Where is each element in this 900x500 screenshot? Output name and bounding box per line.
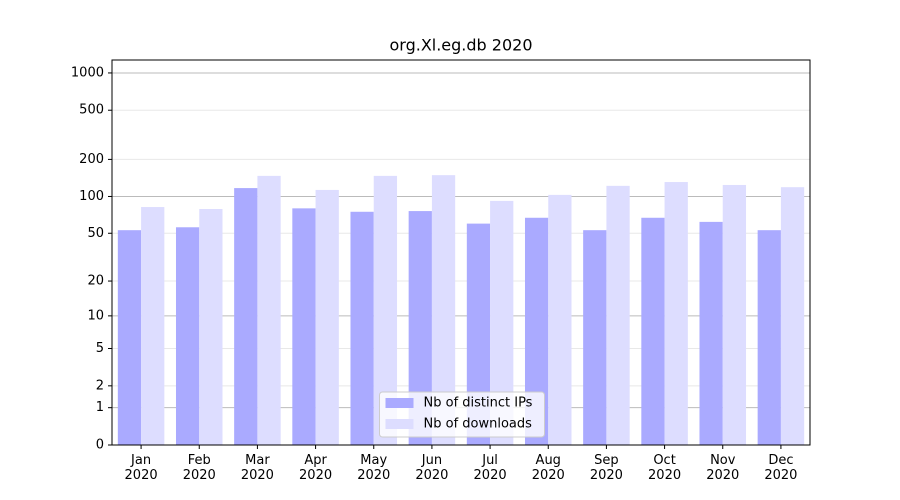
bar	[234, 188, 258, 445]
bar	[292, 208, 316, 445]
legend-label: Nb of distinct IPs	[424, 396, 533, 411]
y-tick-label: 200	[79, 152, 104, 167]
bar	[757, 230, 781, 445]
y-tick-label: 10	[87, 308, 104, 323]
x-tick-label: Sep 2020	[589, 453, 623, 483]
x-tick-label: Mar 2020	[240, 453, 274, 483]
bar	[408, 211, 432, 445]
bar	[780, 187, 805, 445]
bar	[606, 185, 630, 446]
y-tick-label: 1	[96, 400, 104, 415]
x-tick-label: Jul 2020	[473, 453, 507, 483]
bar	[315, 189, 339, 445]
legend-swatch	[385, 398, 414, 408]
bar	[583, 230, 607, 445]
grid	[112, 72, 810, 446]
bar	[548, 194, 572, 445]
bar	[524, 217, 549, 445]
y-tick-label: 5	[96, 341, 104, 356]
bar	[141, 207, 165, 445]
legend: Nb of distinct IPs Nb of downloads	[379, 391, 545, 438]
bar	[373, 175, 398, 445]
bar	[466, 223, 491, 445]
legend-label: Nb of downloads	[424, 417, 533, 432]
bar	[199, 209, 223, 445]
bar	[699, 221, 723, 445]
x-tick-label: Dec 2020	[764, 453, 798, 483]
x-tick-label: Feb 2020	[182, 453, 216, 483]
y-tick-label: 500	[79, 103, 104, 118]
y-tick-label: 20	[87, 274, 104, 289]
y-tick-label: 1000	[71, 65, 104, 80]
bar	[490, 200, 514, 445]
legend-swatch	[385, 419, 414, 429]
bar	[431, 175, 456, 445]
y-tick-label: 100	[79, 189, 104, 204]
x-tick-label: Aug 2020	[531, 453, 565, 483]
x-tick-label: Jan 2020	[124, 453, 158, 483]
y-tick-label: 50	[87, 226, 104, 241]
y-tick-label: 0	[96, 438, 104, 453]
chart-title: org.Xl.eg.db 2020	[389, 36, 532, 55]
x-tick-label: Oct 2020	[648, 453, 682, 483]
x-tick-label: Nov 2020	[706, 453, 740, 483]
legend-box	[379, 391, 545, 438]
bar	[722, 184, 747, 445]
bar	[117, 230, 142, 445]
bar	[175, 227, 200, 445]
bar	[350, 211, 374, 445]
x-tick-label: May 2020	[357, 453, 391, 483]
plot-frame	[111, 59, 811, 446]
bar	[257, 175, 281, 445]
y-tick-label: 2	[96, 378, 104, 393]
bar	[641, 217, 665, 445]
x-tick-label: Jun 2020	[415, 453, 449, 483]
bar	[664, 182, 688, 445]
x-tick-label: Apr 2020	[299, 453, 333, 483]
